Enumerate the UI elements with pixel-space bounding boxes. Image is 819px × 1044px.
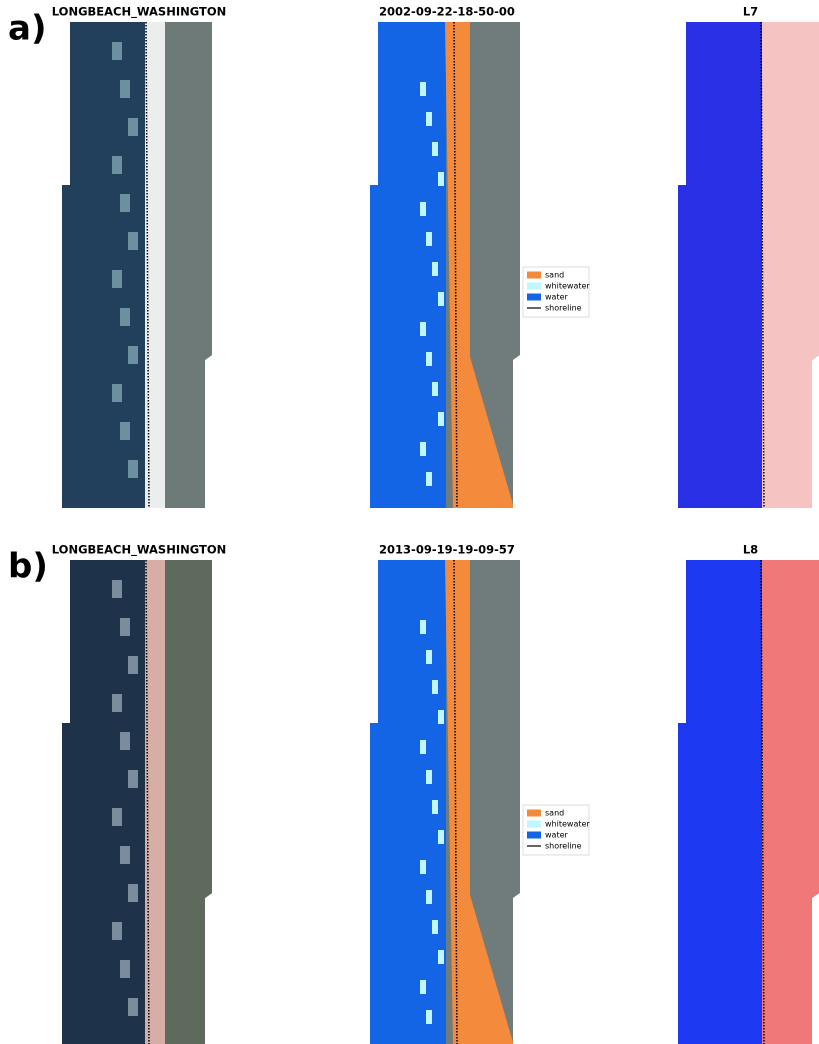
legend-label: water — [545, 293, 569, 302]
image-panel — [62, 22, 212, 508]
surf — [128, 770, 138, 788]
surf — [112, 156, 122, 174]
surf — [112, 580, 122, 598]
shoreline — [760, 559, 765, 1044]
surf — [120, 618, 130, 636]
whitewater — [426, 650, 432, 664]
whitewater — [432, 920, 438, 934]
shoreline — [760, 21, 765, 509]
whitewater — [438, 292, 444, 306]
beach — [145, 22, 165, 508]
whitewater — [432, 680, 438, 694]
whitewater — [420, 980, 426, 994]
subplot-title: LONGBEACH_WASHINGTON — [52, 543, 226, 558]
shoreline — [145, 21, 150, 509]
beach — [145, 560, 165, 1044]
surf — [120, 846, 130, 864]
legend-label: whitewater — [545, 820, 590, 829]
legend-label: sand — [545, 271, 564, 280]
whitewater — [426, 352, 432, 366]
surf — [112, 694, 122, 712]
whitewater — [438, 950, 444, 964]
legend-swatch — [527, 293, 541, 301]
shoreline — [145, 559, 150, 1044]
surf — [128, 346, 138, 364]
subplot-title: LONGBEACH_WASHINGTON — [52, 5, 226, 20]
whitewater — [432, 262, 438, 276]
image-panel — [678, 22, 819, 508]
sand — [445, 560, 514, 1044]
shoreline — [453, 559, 458, 1044]
index-high — [762, 560, 819, 1044]
surf — [128, 460, 138, 478]
legend-swatch — [527, 282, 541, 290]
legend-label: sand — [545, 809, 564, 818]
whitewater — [438, 412, 444, 426]
surf — [112, 384, 122, 402]
surf — [120, 80, 130, 98]
index-high — [762, 22, 819, 508]
surf — [120, 308, 130, 326]
surf — [112, 808, 122, 826]
legend-swatch — [527, 831, 541, 839]
whitewater — [420, 82, 426, 96]
legend: sand whitewater water shoreline — [522, 266, 590, 318]
whitewater — [426, 232, 432, 246]
whitewater — [420, 620, 426, 634]
surf — [128, 232, 138, 250]
panel-label: a) — [8, 9, 46, 49]
whitewater — [432, 142, 438, 156]
image-panel — [370, 22, 520, 508]
subplot-title: L8 — [743, 543, 758, 557]
legend-label: shoreline — [545, 842, 582, 851]
legend-swatch — [527, 820, 541, 828]
surf — [128, 884, 138, 902]
image-panel — [370, 560, 520, 1044]
surf — [112, 42, 122, 60]
legend-label: shoreline — [545, 304, 582, 313]
whitewater — [420, 740, 426, 754]
whitewater — [426, 770, 432, 784]
surf — [112, 270, 122, 288]
surf — [128, 656, 138, 674]
subplot-title: L7 — [743, 5, 758, 19]
legend-label: water — [545, 831, 569, 840]
whitewater — [420, 202, 426, 216]
panel-label: b) — [8, 547, 48, 587]
image-panel — [62, 560, 212, 1044]
legend-label: whitewater — [545, 282, 590, 291]
surf — [120, 732, 130, 750]
surf — [128, 118, 138, 136]
land — [165, 22, 212, 508]
whitewater — [426, 1010, 432, 1024]
image-panel — [678, 560, 819, 1044]
surf — [128, 998, 138, 1016]
whitewater — [426, 472, 432, 486]
subplot-title: 2013-09-19-19-09-57 — [379, 543, 515, 557]
whitewater — [438, 172, 444, 186]
legend-swatch — [527, 271, 541, 279]
surf — [120, 422, 130, 440]
sand — [445, 22, 514, 508]
legend: sand whitewater water shoreline — [522, 804, 590, 856]
surf — [120, 194, 130, 212]
whitewater — [426, 112, 432, 126]
whitewater — [438, 830, 444, 844]
whitewater — [420, 860, 426, 874]
surf — [120, 960, 130, 978]
whitewater — [420, 442, 426, 456]
whitewater — [420, 322, 426, 336]
legend-swatch — [527, 809, 541, 817]
subplot-title: 2002-09-22-18-50-00 — [379, 5, 515, 19]
whitewater — [432, 800, 438, 814]
shoreline — [453, 21, 458, 509]
whitewater — [426, 890, 432, 904]
whitewater — [438, 710, 444, 724]
surf — [112, 922, 122, 940]
land — [165, 560, 212, 1044]
whitewater — [432, 382, 438, 396]
